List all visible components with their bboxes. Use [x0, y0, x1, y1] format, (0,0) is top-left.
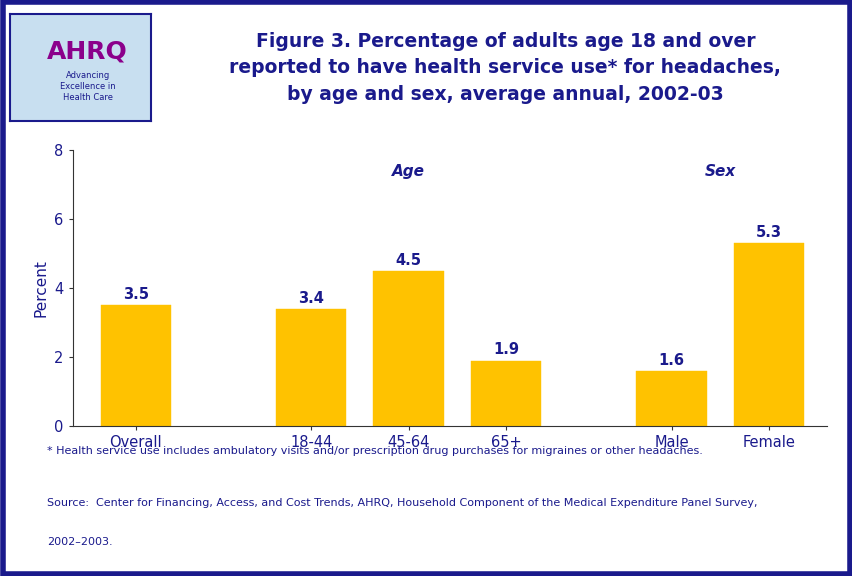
Text: 5.3: 5.3 — [755, 225, 781, 240]
Text: 4.5: 4.5 — [395, 253, 421, 268]
Text: * Health service use includes ambulatory visits and/or prescription drug purchas: * Health service use includes ambulatory… — [47, 446, 702, 456]
Text: 1.6: 1.6 — [658, 353, 684, 368]
Text: 1.9: 1.9 — [492, 343, 518, 358]
Text: 2002–2003.: 2002–2003. — [47, 537, 112, 547]
Text: AHRQ: AHRQ — [47, 40, 128, 64]
Text: Figure 3. Percentage of adults age 18 and over
reported to have health service u: Figure 3. Percentage of adults age 18 an… — [229, 32, 780, 104]
Text: 3.5: 3.5 — [123, 287, 148, 302]
Bar — [373, 271, 443, 426]
Y-axis label: Percent: Percent — [33, 259, 49, 317]
Text: Sex: Sex — [704, 164, 735, 179]
Bar — [101, 305, 170, 426]
Bar — [276, 309, 346, 426]
Bar — [470, 361, 540, 426]
Bar — [636, 371, 705, 426]
Text: Age: Age — [392, 164, 424, 179]
Bar — [733, 243, 803, 426]
Text: Advancing
Excellence in
Health Care: Advancing Excellence in Health Care — [60, 71, 115, 103]
Text: 3.4: 3.4 — [298, 291, 324, 306]
Text: Source:  Center for Financing, Access, and Cost Trends, AHRQ, Household Componen: Source: Center for Financing, Access, an… — [47, 498, 757, 508]
